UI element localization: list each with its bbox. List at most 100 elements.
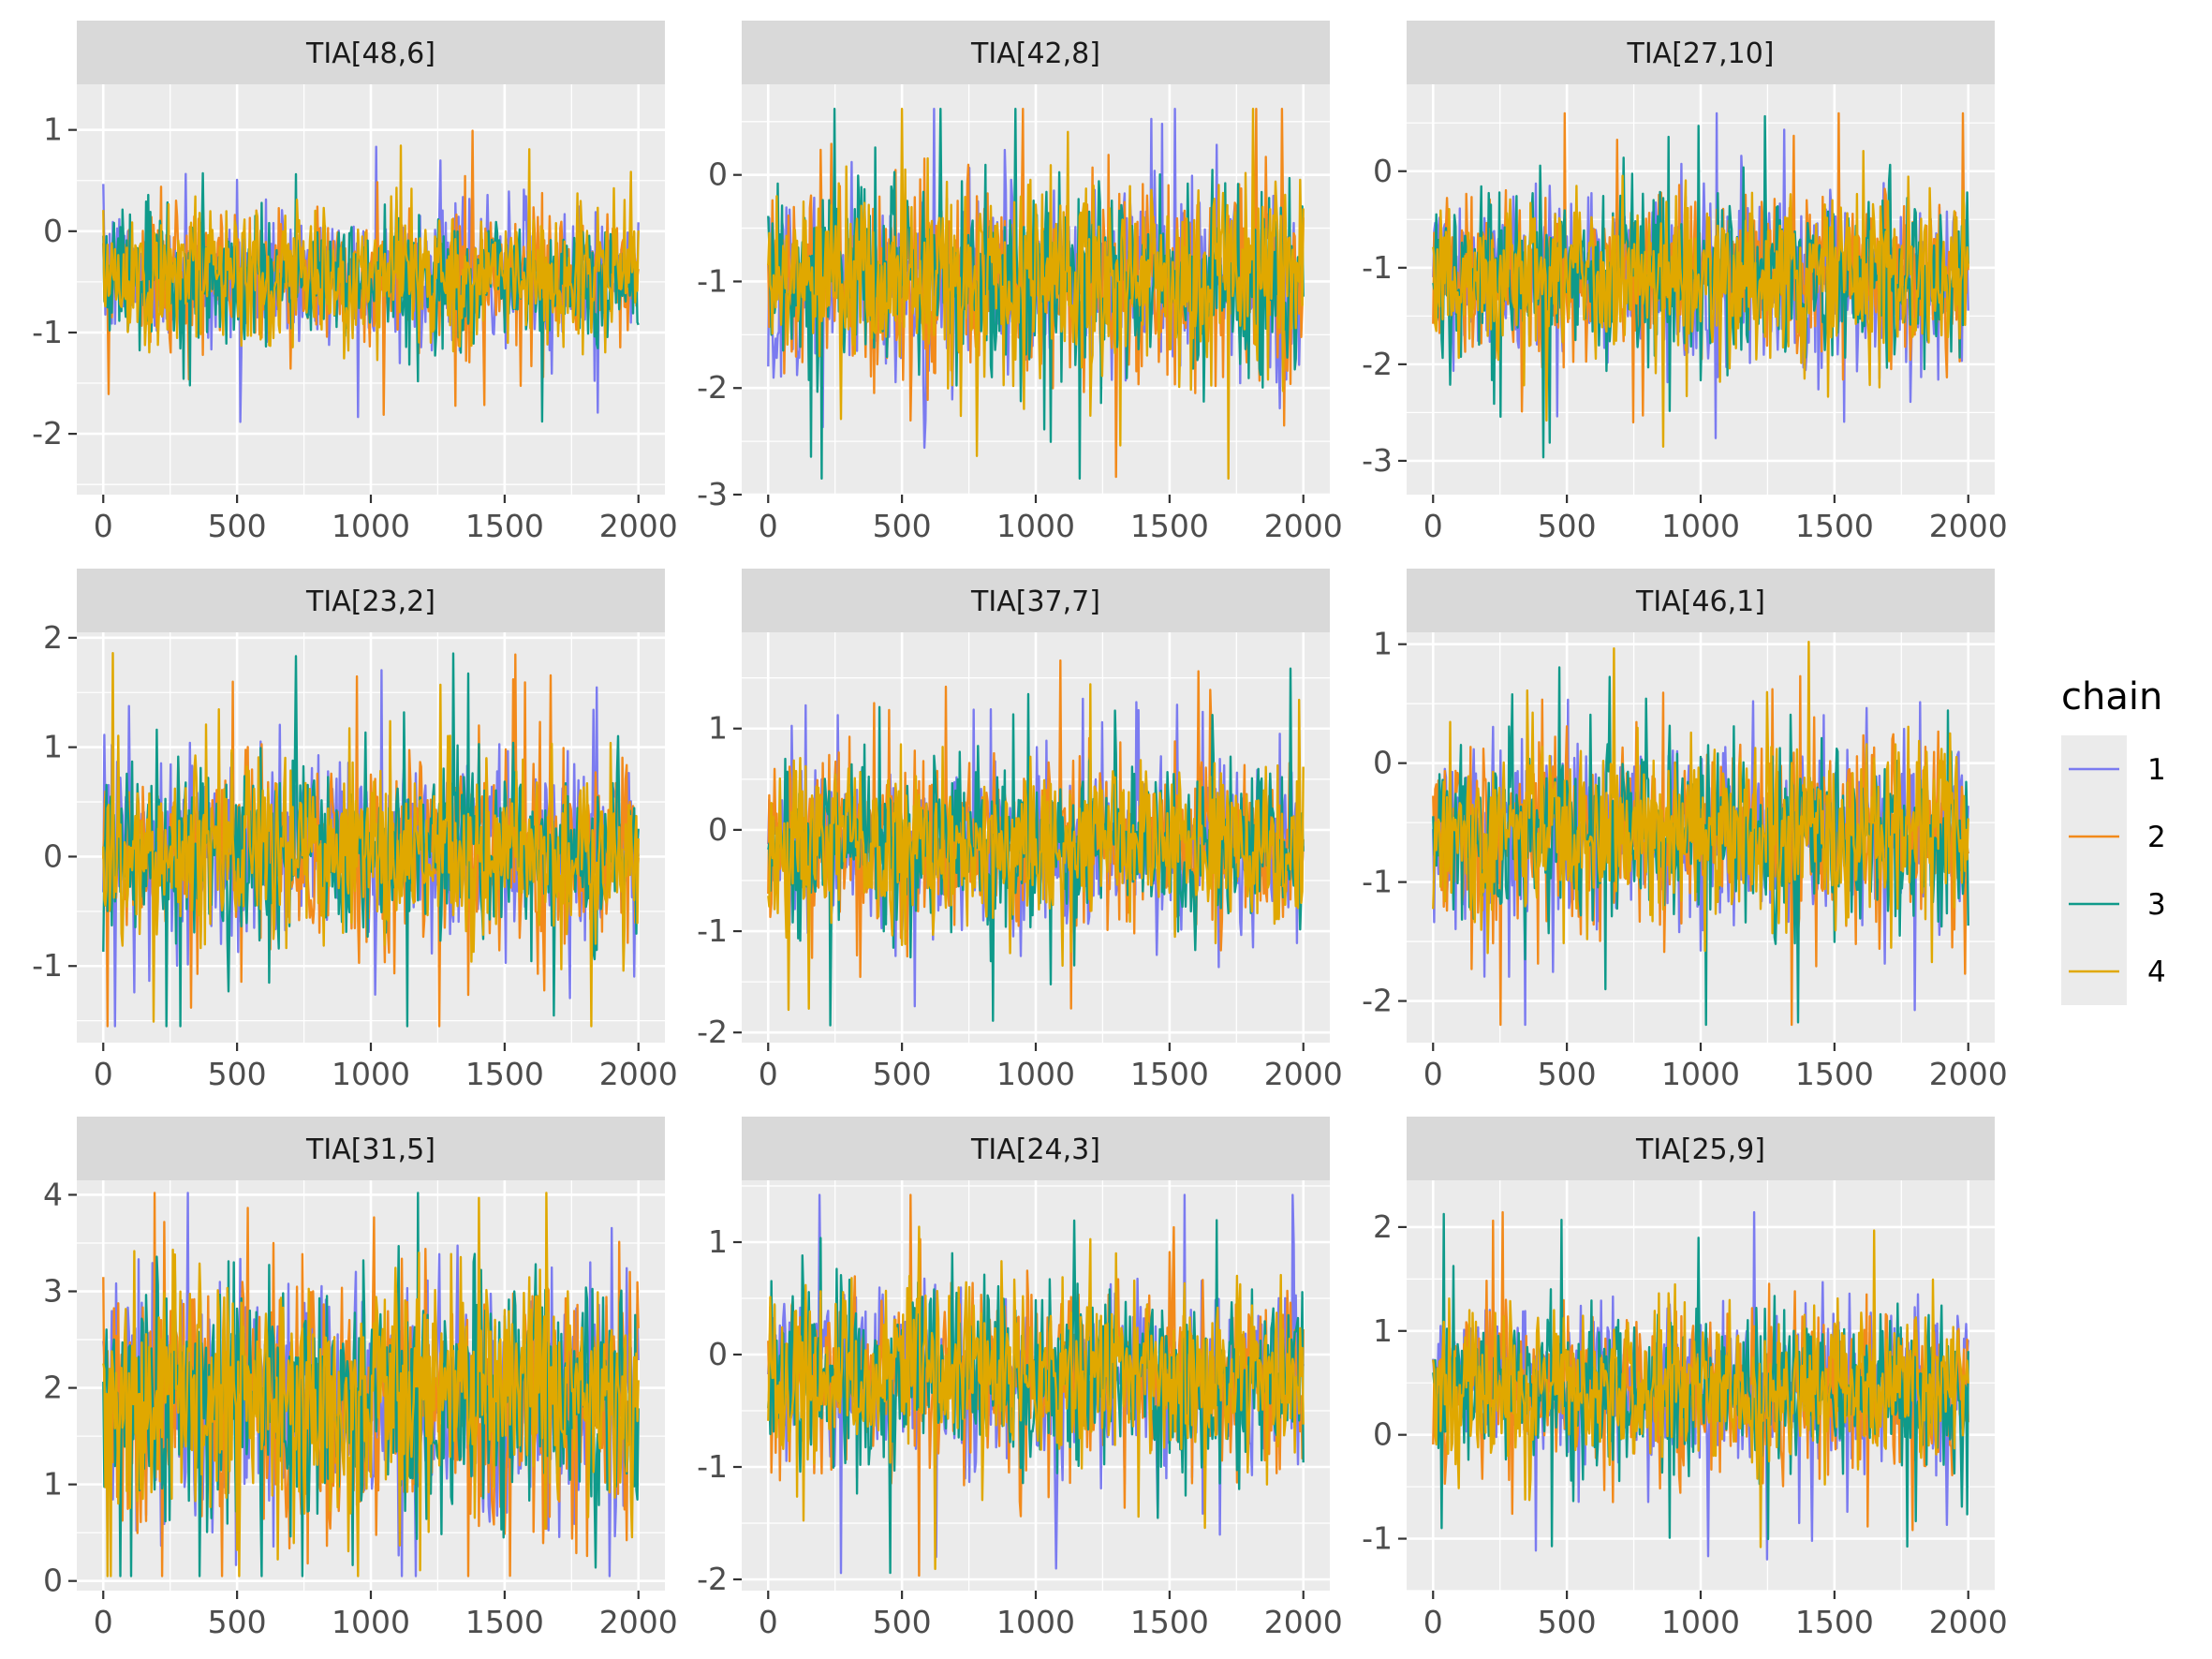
x-tick-label: 0	[94, 1056, 113, 1092]
facet-strip	[1407, 21, 1995, 84]
facet-title: TIA[27,10]	[1627, 37, 1775, 70]
chain-4-trace	[102, 1192, 640, 1578]
facet-strip	[77, 1117, 665, 1180]
y-tick-label: 1	[1373, 626, 1393, 662]
legend-item-chain-2: 2	[2061, 803, 2166, 870]
facet-strip	[77, 21, 665, 84]
x-axis: 0 500 1000 1500 2000	[759, 1591, 1343, 1640]
x-tick-label: 500	[873, 1604, 932, 1640]
facet-strip	[742, 569, 1330, 632]
y-tick-label: 2	[43, 1370, 63, 1406]
facet-title: TIA[48,6]	[305, 37, 435, 70]
x-tick-label: 1500	[465, 1056, 544, 1092]
y-axis: -1 0 1 2	[32, 619, 77, 984]
x-tick-label: 500	[1538, 1056, 1597, 1092]
legend-label: 4	[2147, 955, 2166, 989]
y-axis: -2 -1 0 1	[697, 1223, 742, 1597]
facet-title: TIA[25,9]	[1635, 1133, 1765, 1166]
y-tick-label: -2	[32, 415, 63, 452]
panel-6: TIA[46,1] -2 -1 0 1 0 500 1000 1500 2000	[1362, 569, 2008, 1092]
traces	[1432, 111, 1969, 459]
x-tick-label: 2000	[1264, 1604, 1343, 1640]
x-tick-label: 500	[873, 508, 932, 544]
legend-label: 2	[2147, 821, 2166, 854]
x-tick-label: 2000	[1264, 1056, 1343, 1092]
chain-4-trace	[102, 144, 640, 362]
x-tick-label: 2000	[599, 1056, 678, 1092]
y-tick-label: 1	[43, 111, 63, 148]
x-tick-label: 2000	[1929, 1604, 2008, 1640]
x-tick-label: 2000	[599, 508, 678, 544]
traces	[102, 129, 640, 423]
y-tick-label: 0	[708, 156, 728, 193]
facet-title: TIA[23,2]	[305, 585, 435, 618]
x-tick-label: 2000	[1929, 508, 2008, 544]
y-tick-label: -1	[1362, 249, 1393, 286]
x-axis: 0 500 1000 1500 2000	[94, 495, 678, 544]
chain-4-trace	[102, 652, 640, 1028]
facet-title: TIA[31,5]	[305, 1133, 435, 1166]
x-tick-label: 1000	[996, 1056, 1075, 1092]
x-tick-label: 1500	[1130, 1604, 1209, 1640]
x-tick-label: 2000	[1929, 1056, 2008, 1092]
x-tick-label: 1000	[1661, 1056, 1740, 1092]
y-tick-label: 1	[43, 1466, 63, 1503]
y-tick-label: -1	[32, 314, 63, 350]
y-tick-label: -1	[1362, 1520, 1393, 1557]
y-tick-label: -1	[32, 947, 63, 984]
y-axis: -2 -1 0 1	[32, 111, 77, 452]
chain-4-trace	[1432, 641, 1969, 964]
x-tick-label: 0	[759, 1604, 778, 1640]
facet-strip	[77, 569, 665, 632]
x-tick-label: 0	[1423, 1604, 1443, 1640]
x-tick-label: 1500	[1130, 1056, 1209, 1092]
x-tick-label: 500	[208, 1056, 267, 1092]
chain-4-trace	[1432, 1229, 1969, 1548]
x-axis: 0 500 1000 1500 2000	[1423, 495, 2008, 544]
x-tick-label: 1000	[996, 1604, 1075, 1640]
x-tick-label: 500	[1538, 508, 1597, 544]
y-tick-label: 0	[1373, 153, 1393, 189]
y-tick-label: 4	[43, 1176, 63, 1212]
x-tick-label: 500	[208, 508, 267, 544]
y-tick-label: 2	[43, 619, 63, 656]
x-tick-label: 1000	[332, 1604, 410, 1640]
y-tick-label: -3	[697, 476, 728, 512]
panel-1: TIA[48,6] -2 -1 0 1 0 500 1000 1500 2000	[32, 21, 678, 544]
legend-title: chain	[2061, 675, 2162, 718]
legend-item-chain-1: 1	[2061, 735, 2166, 803]
y-axis: -2 -1 0 1	[1362, 626, 1407, 1019]
x-tick-label: 1500	[1795, 1604, 1874, 1640]
x-axis: 0 500 1000 1500 2000	[1423, 1591, 2008, 1640]
x-tick-label: 1500	[465, 508, 544, 544]
y-tick-label: -1	[697, 262, 728, 299]
x-tick-label: 1500	[1795, 508, 1874, 544]
y-tick-label: -1	[697, 1448, 728, 1485]
x-tick-label: 500	[873, 1056, 932, 1092]
y-tick-label: -2	[697, 369, 728, 406]
x-tick-label: 0	[1423, 508, 1443, 544]
x-tick-label: 2000	[599, 1604, 678, 1640]
y-tick-label: -1	[1362, 864, 1393, 900]
facet-strip	[1407, 1117, 1995, 1180]
panel-4: TIA[23,2] -1 0 1 2 0 500 1000 1500 2000	[32, 569, 678, 1092]
panel-2: TIA[42,8] -3 -2 -1 0 0 500 1000 1500 2000	[697, 21, 1343, 544]
x-tick-label: 1000	[1661, 1604, 1740, 1640]
x-axis: 0 500 1000 1500 2000	[759, 1043, 1343, 1092]
x-tick-label: 1000	[1661, 508, 1740, 544]
y-tick-label: 0	[43, 213, 63, 249]
x-axis: 0 500 1000 1500 2000	[94, 1043, 678, 1092]
y-tick-label: 0	[43, 1563, 63, 1599]
x-axis: 0 500 1000 1500 2000	[1423, 1043, 2008, 1092]
traces	[767, 1193, 1305, 1578]
x-tick-label: 0	[94, 508, 113, 544]
traces	[1432, 641, 1969, 1027]
x-axis: 0 500 1000 1500 2000	[94, 1591, 678, 1640]
y-tick-label: 1	[708, 710, 728, 747]
facet-title: TIA[37,7]	[970, 585, 1100, 618]
y-tick-label: -2	[697, 1014, 728, 1050]
legend-item-chain-4: 4	[2061, 938, 2166, 1005]
y-tick-label: 0	[1373, 745, 1393, 781]
x-tick-label: 2000	[1264, 508, 1343, 544]
